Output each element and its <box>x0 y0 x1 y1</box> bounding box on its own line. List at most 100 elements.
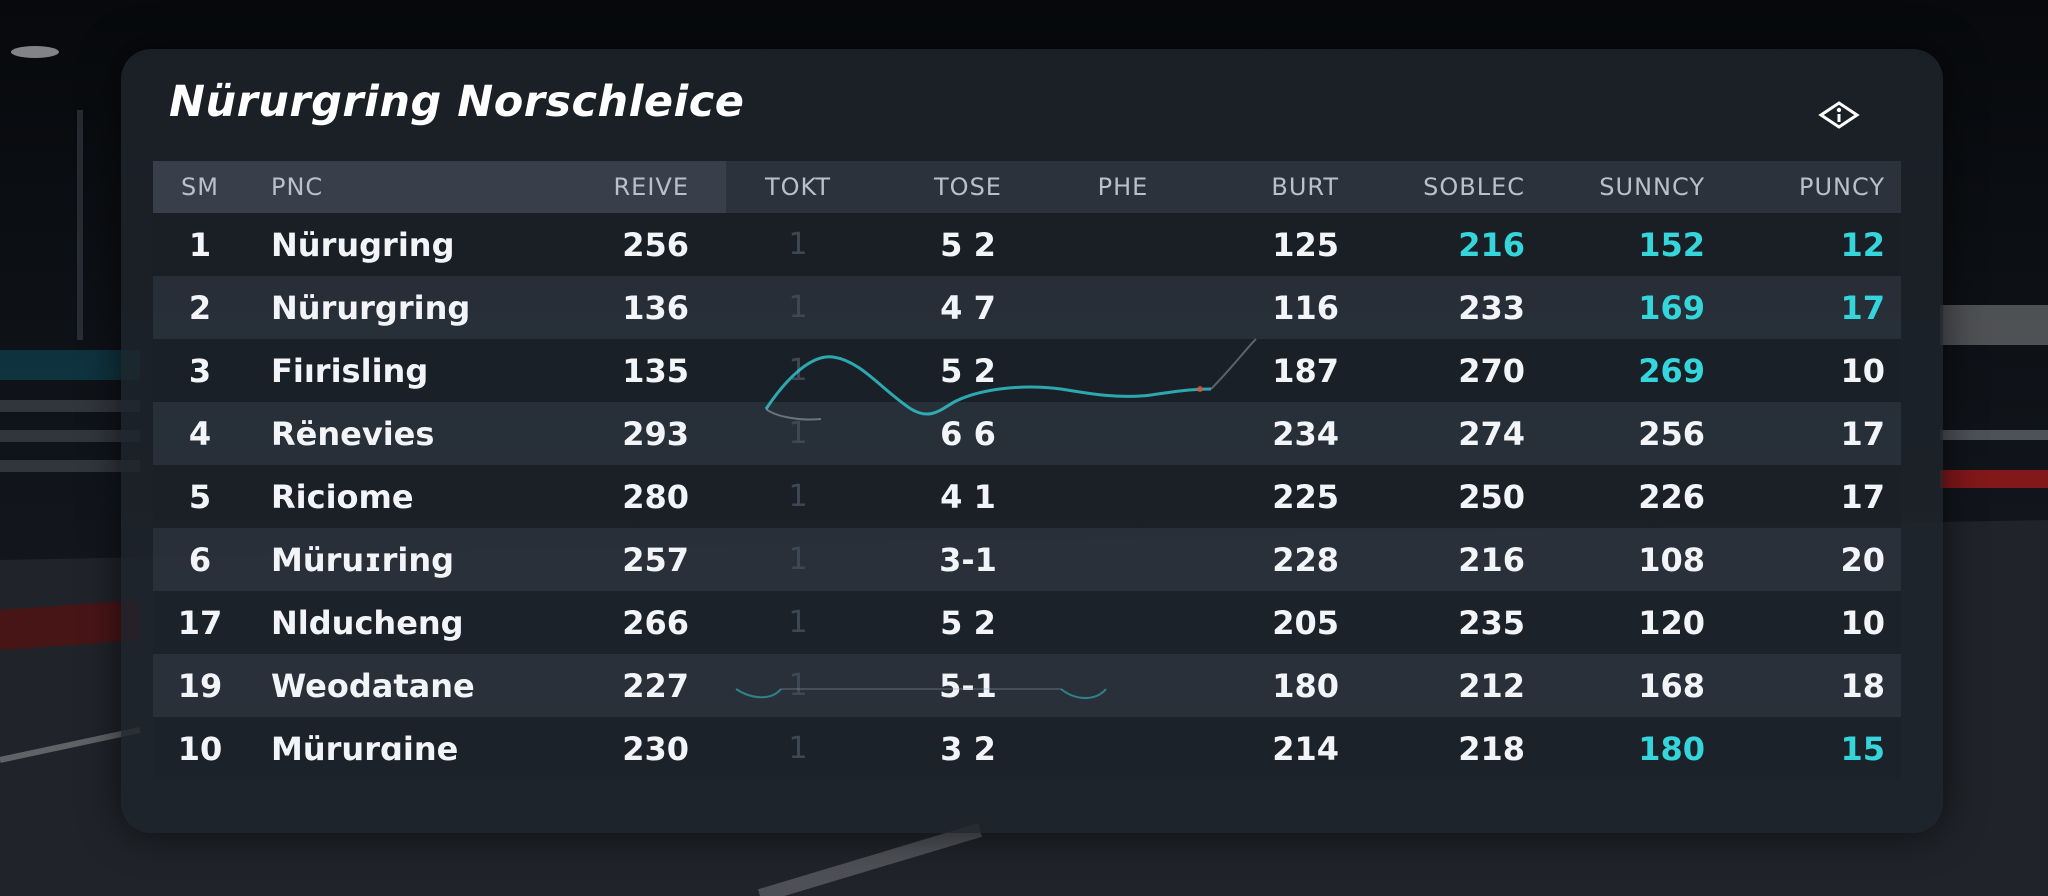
cell-tose: 5 2 <box>940 603 996 642</box>
cell-sunncy: 168 <box>1638 666 1705 705</box>
cell-burt: 205 <box>1272 603 1339 642</box>
col-tokt[interactable]: TOKT <box>764 173 832 201</box>
col-burt[interactable]: BURT <box>1271 173 1339 201</box>
cell-pnc: Mürurɑine <box>271 729 459 768</box>
cell-tose: 5-1 <box>939 666 997 705</box>
cell-burt: 187 <box>1272 351 1339 390</box>
cell-reive: 136 <box>622 288 689 327</box>
cell-sunncy: 226 <box>1638 477 1705 516</box>
cell-reive: 293 <box>622 414 689 453</box>
cell-burt: 214 <box>1272 729 1339 768</box>
cell-sm: 6 <box>188 540 212 579</box>
info-icon <box>1818 101 1860 129</box>
cell-pnc: Müruɪring <box>271 540 455 579</box>
cell-soblec: 216 <box>1458 540 1525 579</box>
table-row[interactable]: 10 Mürurɑine 230 1 3 2 214 218 180 15 <box>153 717 1901 780</box>
cell-burt: 234 <box>1272 414 1339 453</box>
cell-puncy: 18 <box>1840 666 1885 705</box>
leaderboard-panel: Nürurgring Norschleice SM PNC REIVE TOKT… <box>121 49 1943 833</box>
table-row[interactable]: 4 Rënevies 293 1 6 6 234 274 256 17 <box>153 402 1901 465</box>
table-header: SM PNC REIVE TOKT TOSE PHE BURT SOBLEC S… <box>153 161 1901 213</box>
cell-pnc: Nlducheng <box>271 603 464 642</box>
cell-puncy: 20 <box>1840 540 1885 579</box>
cell-sm: 3 <box>188 351 212 390</box>
cell-sunncy: 169 <box>1638 288 1705 327</box>
cell-sunncy: 269 <box>1638 351 1705 390</box>
col-tose[interactable]: TOSE <box>934 173 1002 201</box>
cell-tokt: 1 <box>788 353 808 388</box>
cell-burt: 228 <box>1272 540 1339 579</box>
cell-reive: 266 <box>622 603 689 642</box>
cell-sm: 10 <box>177 729 223 768</box>
table-row[interactable]: 6 Müruɪring 257 1 3-1 228 216 108 20 <box>153 528 1901 591</box>
cell-pnc: Nürurgring <box>271 288 471 327</box>
cell-puncy: 17 <box>1840 477 1885 516</box>
cell-pnc: Riciome <box>271 477 414 516</box>
cell-tokt: 1 <box>788 668 808 703</box>
cell-tose: 4 7 <box>940 288 996 327</box>
cell-puncy: 12 <box>1840 225 1885 264</box>
col-phe[interactable]: PHE <box>1097 173 1149 201</box>
cell-sunncy: 256 <box>1638 414 1705 453</box>
cell-sunncy: 108 <box>1638 540 1705 579</box>
cell-sm: 1 <box>188 225 212 264</box>
cell-sm: 17 <box>177 603 223 642</box>
col-puncy[interactable]: PUNCY <box>1799 173 1885 201</box>
cell-tose: 3 2 <box>940 729 996 768</box>
header-highlight <box>153 161 726 213</box>
cell-sm: 4 <box>188 414 212 453</box>
table-row[interactable]: 5 Riciome 280 1 4 1 225 250 226 17 <box>153 465 1901 528</box>
cell-puncy: 15 <box>1840 729 1885 768</box>
info-button[interactable] <box>1813 89 1865 141</box>
results-table: SM PNC REIVE TOKT TOSE PHE BURT SOBLEC S… <box>153 161 1901 780</box>
track-title: Nürurgring Norschleice <box>169 77 745 127</box>
cell-soblec: 250 <box>1458 477 1525 516</box>
col-soblec[interactable]: SOBLEC <box>1423 173 1525 201</box>
cell-tose: 5 2 <box>940 225 996 264</box>
cell-tose: 3-1 <box>939 540 997 579</box>
cell-sunncy: 180 <box>1638 729 1705 768</box>
col-sm[interactable]: SM <box>181 173 219 201</box>
cell-soblec: 212 <box>1458 666 1525 705</box>
cell-soblec: 235 <box>1458 603 1525 642</box>
cell-tose: 4 1 <box>940 477 996 516</box>
cell-tose: 5 2 <box>940 351 996 390</box>
cell-puncy: 10 <box>1840 351 1885 390</box>
cell-reive: 230 <box>622 729 689 768</box>
col-sunncy[interactable]: SUNNCY <box>1599 173 1705 201</box>
cell-tokt: 1 <box>788 605 808 640</box>
cell-reive: 256 <box>622 225 689 264</box>
table-row[interactable]: 2 Nürurgring 136 1 4 7 116 233 169 17 <box>153 276 1901 339</box>
cell-burt: 116 <box>1272 288 1339 327</box>
table-row[interactable]: 19 Weodatane 227 1 5-1 180 212 168 18 <box>153 654 1901 717</box>
cell-tokt: 1 <box>788 416 808 451</box>
cell-pnc: Fiırisling <box>271 351 429 390</box>
cell-puncy: 17 <box>1840 288 1885 327</box>
cell-tokt: 1 <box>788 290 808 325</box>
cell-sunncy: 152 <box>1638 225 1705 264</box>
cell-tokt: 1 <box>788 227 808 262</box>
cell-pnc: Weodatane <box>271 666 475 705</box>
table-row[interactable]: 1 Nürugring 256 1 5 2 125 216 152 12 <box>153 213 1901 276</box>
cell-tokt: 1 <box>788 542 808 577</box>
table-body: 1 Nürugring 256 1 5 2 125 216 152 12 2 N… <box>153 213 1901 780</box>
table-row[interactable]: 3 Fiırisling 135 1 5 2 187 270 269 10 <box>153 339 1901 402</box>
cell-soblec: 270 <box>1458 351 1525 390</box>
table-row[interactable]: 17 Nlducheng 266 1 5 2 205 235 120 10 <box>153 591 1901 654</box>
cell-reive: 257 <box>622 540 689 579</box>
cell-soblec: 216 <box>1458 225 1525 264</box>
cell-pnc: Nürugring <box>271 225 455 264</box>
cell-sm: 5 <box>188 477 212 516</box>
cell-puncy: 10 <box>1840 603 1885 642</box>
cell-sunncy: 120 <box>1638 603 1705 642</box>
cell-tose: 6 6 <box>940 414 996 453</box>
col-pnc[interactable]: PNC <box>271 173 324 201</box>
cell-sm: 19 <box>177 666 223 705</box>
cell-tokt: 1 <box>788 479 808 514</box>
cell-sm: 2 <box>188 288 212 327</box>
cell-burt: 180 <box>1272 666 1339 705</box>
cell-soblec: 218 <box>1458 729 1525 768</box>
col-reive[interactable]: REIVE <box>613 173 689 201</box>
cell-soblec: 233 <box>1458 288 1525 327</box>
cell-tokt: 1 <box>788 731 808 766</box>
